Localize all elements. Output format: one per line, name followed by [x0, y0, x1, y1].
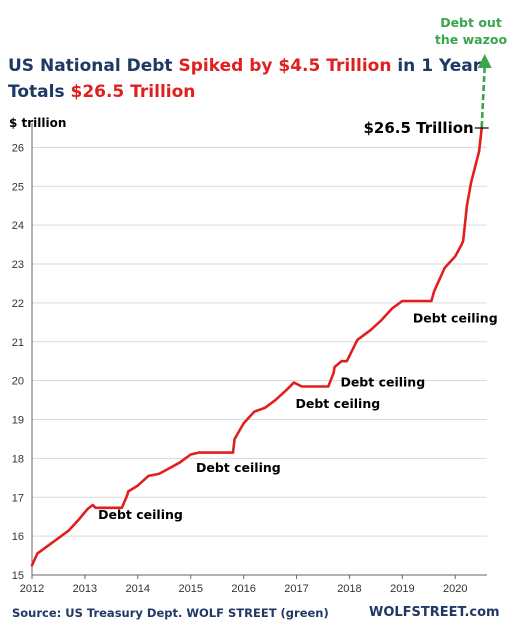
y-tick-label: 24	[12, 220, 24, 232]
y-tick-label: 22	[12, 298, 24, 310]
line-layer	[30, 126, 484, 567]
x-tick-label: 2018	[337, 583, 361, 595]
y-tick-label: 25	[12, 181, 24, 193]
source-footnote: Source: US Treasury Dept. WOLF STREET (g…	[12, 606, 329, 620]
chart-title-line-1: US National Debt Spiked by $4.5 Trillion…	[8, 56, 481, 76]
axis-layer: 15 16 17 18 19 20 21 22 23 24 25 26 2012 2013 2014 2015…	[12, 123, 487, 595]
debt-ceiling-annotation: Debt ceiling	[98, 507, 183, 522]
y-tick-label: 26	[12, 142, 24, 154]
x-tick-label: 2017	[284, 583, 308, 595]
y-tick-label: 23	[12, 259, 24, 271]
x-tick-label: 2013	[73, 583, 97, 595]
x-tick-label: 2020	[443, 583, 467, 595]
arrow-layer	[477, 54, 492, 128]
title-segment: Totals	[8, 82, 71, 102]
debt-ceiling-annotation: Debt ceiling	[413, 310, 498, 325]
y-tick-label: 17	[12, 492, 24, 504]
x-tick-label: 2015	[178, 583, 202, 595]
title-segment: $26.5 Trillion	[70, 82, 196, 102]
annotation-layer: Debt ceiling Debt ceiling Debt ceiling Debt…	[98, 119, 498, 522]
x-tick-label: 2014	[126, 583, 150, 595]
debt-ceiling-annotation: Debt ceiling	[295, 396, 380, 411]
y-tick-label: 15	[12, 570, 24, 582]
y-axis-unit-label: $ trillion	[9, 116, 67, 130]
wazoo-arrow-head	[477, 54, 492, 68]
y-tick-label: 18	[12, 453, 24, 465]
title-segment: Spiked by $4.5 Trillion	[178, 56, 392, 76]
y-tick-label: 16	[12, 531, 24, 543]
debt-ceiling-annotation: Debt ceiling	[196, 460, 281, 475]
end-value-label: $26.5 Trillion	[364, 119, 474, 137]
brand-footnote: WOLFSTREET.com	[369, 605, 500, 620]
y-tick-label: 21	[12, 337, 24, 349]
debt-series-line	[30, 126, 484, 567]
chart-title-line-2: Totals $26.5 Trillion	[8, 82, 195, 102]
x-tick-label: 2019	[390, 583, 414, 595]
x-tick-label: 2012	[20, 583, 44, 595]
wazoo-arrow-label: Debt out the wazoo	[434, 15, 508, 47]
title-segment: in 1 Year	[391, 56, 482, 76]
y-tick-label: 20	[12, 376, 24, 388]
x-tick-label: 2016	[231, 583, 255, 595]
title-segment: US National Debt	[8, 56, 179, 76]
wazoo-arrow-shaft	[480, 65, 487, 128]
debt-ceiling-annotation: Debt ceiling	[340, 375, 425, 390]
y-tick-label: 19	[12, 415, 24, 427]
